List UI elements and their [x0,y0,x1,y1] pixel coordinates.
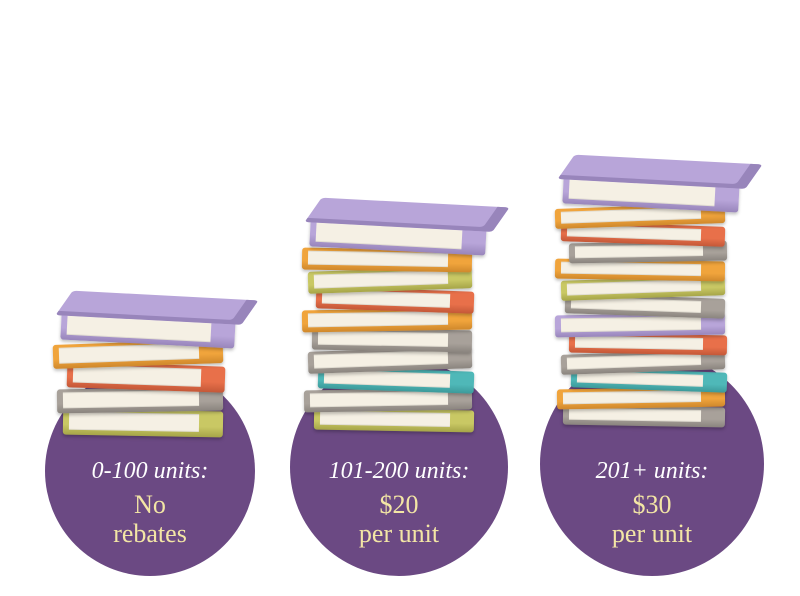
book-stack [557,120,747,426]
tier-3: 201+ units: $30per unit [540,352,764,576]
tier-rebate-line1: $30 [633,490,672,519]
tier-1: 0-100 units: Norebates [45,366,255,576]
book [60,309,235,348]
tier-range-label: 0-100 units: [92,457,209,486]
tier-rebate-line2: per unit [359,519,439,548]
tier-rebate-line1: No [134,490,166,519]
tier-range-label: 201+ units: [596,457,709,486]
book-stack [55,256,245,436]
tier-2: 101-200 units: $20per unit [290,358,508,576]
tier-rebate-line1: $20 [380,490,419,519]
book [562,173,739,212]
tier-rebate-line2: per unit [612,519,692,548]
tier-range-label: 101-200 units: [329,457,470,486]
book-stack [304,163,494,431]
tier-rebate-line2: rebates [113,519,187,548]
